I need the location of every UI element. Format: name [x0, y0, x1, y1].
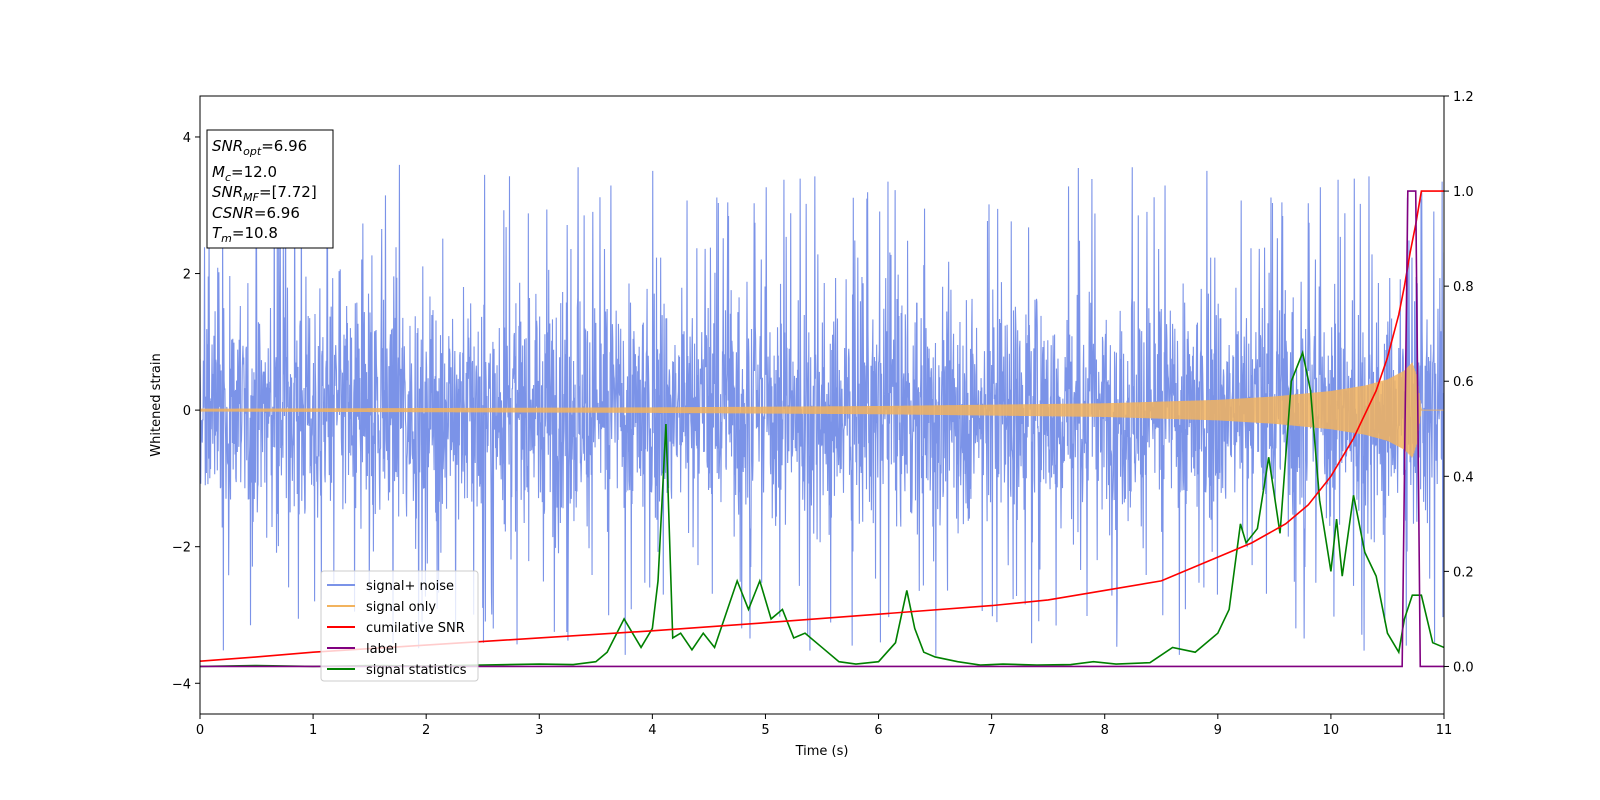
- y-tick-label: 2: [183, 268, 191, 283]
- y-tick-label: −2: [172, 541, 191, 556]
- annotation-line: CSNR=6.96: [212, 204, 300, 222]
- plot-area: [200, 164, 1444, 668]
- y2-tick-label: 0.2: [1453, 565, 1474, 580]
- legend-label: signal+ noise: [366, 579, 454, 594]
- legend-label: signal statistics: [366, 663, 467, 678]
- legend: signal+ noise signal only cumilative SNR la…: [320, 570, 479, 682]
- x-tick-label: 4: [648, 723, 656, 738]
- y-tick-label: −4: [172, 677, 191, 692]
- annotation-line: Mc=12.0: [212, 163, 277, 184]
- y2-tick-label: 0.8: [1453, 280, 1474, 295]
- series-signal-noise-line: [200, 164, 1444, 656]
- series-signal-only-line: [200, 362, 1444, 458]
- y-tick-label: 4: [183, 131, 191, 146]
- x-tick-label: 9: [1214, 723, 1222, 738]
- x-tick-label: 7: [987, 723, 995, 738]
- legend-label: label: [366, 642, 397, 657]
- x-tick-label: 5: [761, 723, 769, 738]
- annotation-line: Tm=10.8: [212, 224, 278, 245]
- legend-label: cumilative SNR: [366, 621, 465, 636]
- annotation-line: SNRopt=6.96: [212, 137, 307, 158]
- series-cumulative-snr-line: [200, 190, 1444, 663]
- y-axis-title: Whitened strain: [149, 353, 164, 456]
- x-axis: 0 1 2 3 4 5 6 7 8 9 10 11: [196, 714, 1452, 738]
- x-tick-label: 2: [422, 723, 430, 738]
- x-tick-label: 3: [535, 723, 543, 738]
- y2-tick-label: 1.0: [1453, 185, 1474, 200]
- x-tick-label: 0: [196, 723, 204, 738]
- series-label-line: [200, 190, 1444, 668]
- x-tick-label: 8: [1101, 723, 1109, 738]
- x-tick-label: 1: [309, 723, 317, 738]
- x-axis-title: Time (s): [795, 744, 849, 759]
- annotation-line: SNRMF=[7.72]: [212, 183, 317, 204]
- y2-tick-label: 0.4: [1453, 470, 1474, 485]
- y2-tick-label: 0.6: [1453, 375, 1474, 390]
- x-tick-label: 11: [1436, 723, 1453, 738]
- y-axis-right: 0.0 0.2 0.4 0.6 0.8 1.0 1.2: [1444, 90, 1474, 675]
- y-tick-label: 0: [183, 404, 191, 419]
- x-tick-label: 6: [874, 723, 882, 738]
- y-axis-left: −4 −2 0 2 4: [172, 131, 200, 692]
- y2-tick-label: 0.0: [1453, 660, 1474, 675]
- legend-label: signal only: [366, 600, 436, 615]
- plot-frame: [199, 95, 1445, 715]
- y2-tick-label: 1.2: [1453, 90, 1474, 105]
- x-tick-label: 10: [1323, 723, 1340, 738]
